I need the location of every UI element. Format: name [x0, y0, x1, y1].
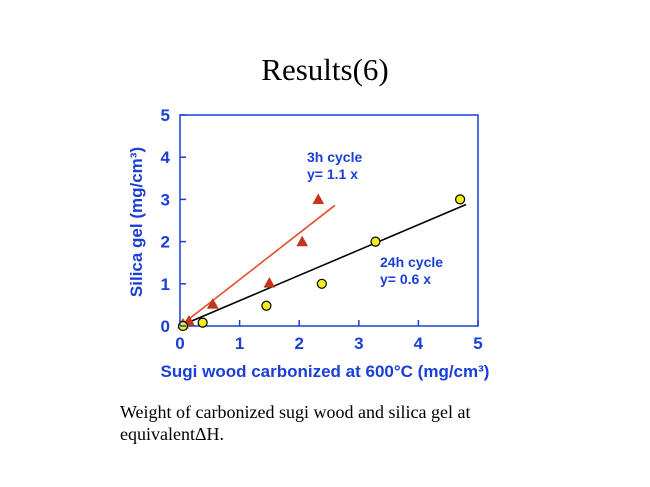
y-tick-label: 1 [161, 275, 170, 294]
plot-frame [179, 114, 479, 327]
caption-line-1: Weight of carbonized sugi wood and silic… [120, 402, 471, 422]
x-tick-label: 3 [354, 334, 363, 353]
fit-line-24h [179, 203, 467, 327]
y-axis-label: Silica gel (mg/cm³) [127, 147, 146, 297]
data-point-3h [263, 276, 276, 288]
y-tick-label: 0 [161, 317, 170, 336]
y-tick-label: 4 [161, 148, 171, 167]
y-tick-label: 5 [161, 106, 170, 125]
scatter-chart: 0 1 2 3 4 5 0 1 2 3 4 5 3h cycle y= 1.1 x 24h cycle… [127, 106, 490, 381]
data-point-3h [312, 193, 325, 205]
x-tick-label: 4 [414, 334, 424, 353]
data-point-24h [261, 300, 272, 311]
x-tick-label: 1 [235, 334, 244, 353]
series-3h-label: 3h cycle [307, 149, 362, 165]
fit-line-3h [179, 204, 336, 327]
x-axis-label: Sugi wood carbonized at 600°C (mg/cm³) [161, 362, 490, 381]
y-tick-label: 2 [161, 233, 170, 252]
data-point-3h [206, 298, 219, 309]
series-3h-fit-label: y= 1.1 x [307, 166, 358, 182]
slide-title: Results(6) [261, 52, 389, 87]
x-tick-label: 2 [294, 334, 303, 353]
data-point-24h [370, 236, 381, 247]
x-tick-label: 5 [473, 334, 482, 353]
series-24h-label: 24h cycle [380, 254, 443, 270]
data-point-24h [197, 317, 208, 328]
data-point-24h [316, 278, 327, 289]
data-point-24h [455, 194, 466, 205]
series-24h-fit-label: y= 0.6 x [380, 271, 431, 287]
y-tick-label: 3 [161, 190, 170, 209]
x-tick-label: 0 [175, 334, 184, 353]
slide-caption: Weight of carbonized sugi wood and silic… [120, 401, 590, 445]
caption-line-2: equivalentΔH. [120, 424, 225, 444]
data-point-3h [296, 235, 309, 247]
